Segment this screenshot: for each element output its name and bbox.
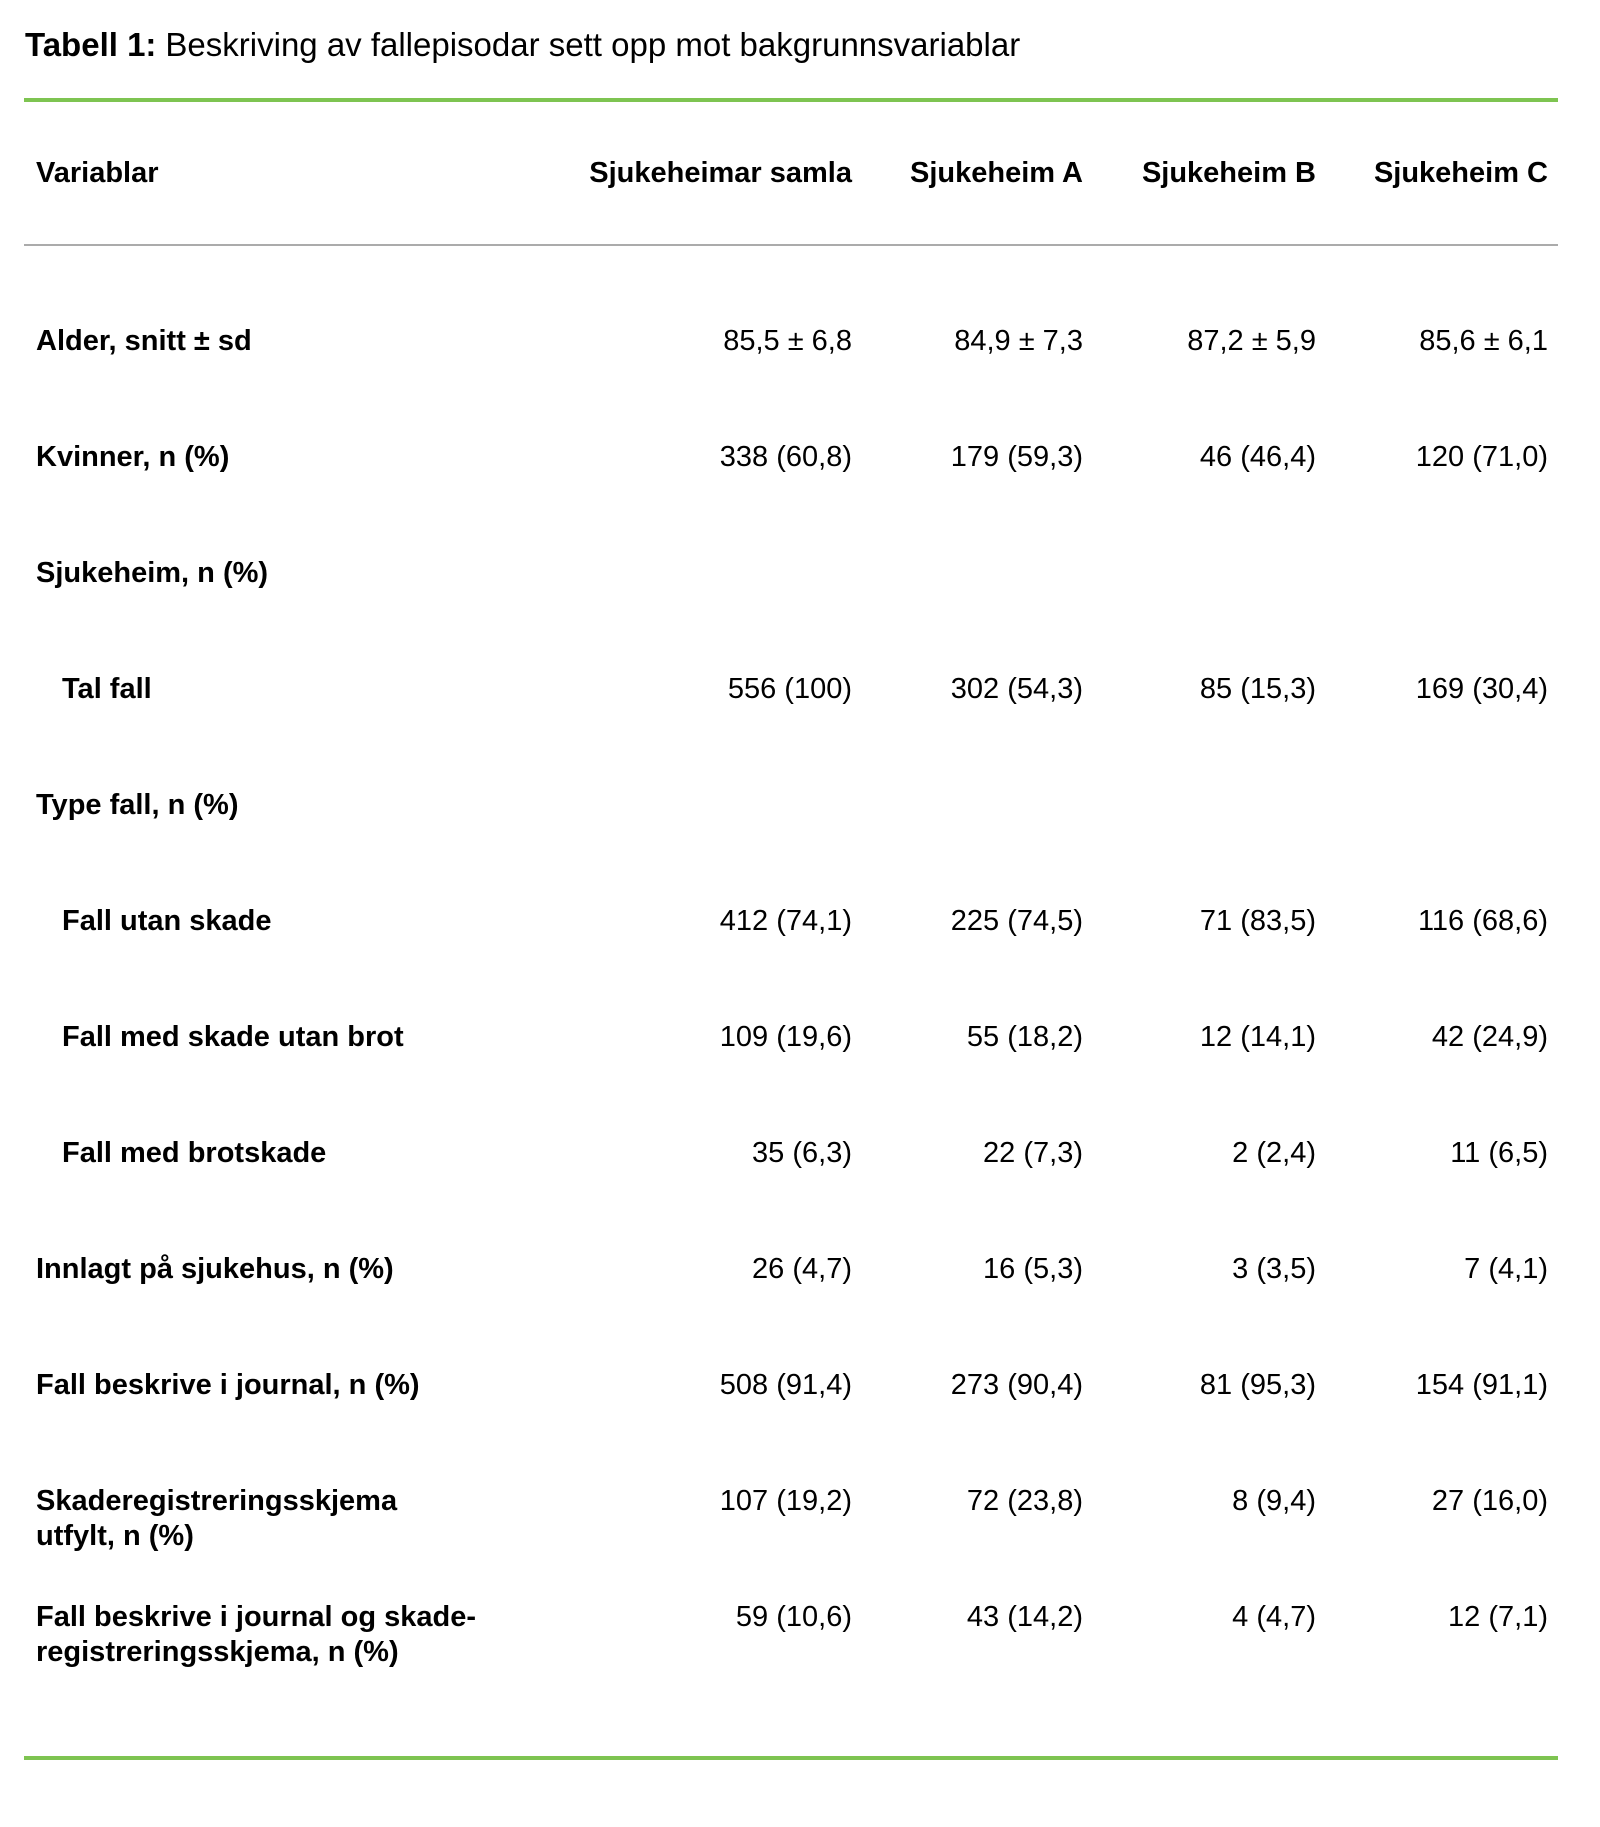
value-cell: 22 (7,3): [983, 1137, 1083, 1169]
value-cell: 556 (100): [727, 673, 852, 705]
column-header-sjukeheimar-samla: Sjukeheimar samla: [589, 156, 852, 189]
value-cell: [1316, 748, 1548, 864]
row-label: Fall beskrive i journal, n (%): [36, 1369, 420, 1401]
table-row: Fall med brotskade 35 (6,3) 22 (7,3) 2 (…: [24, 1096, 1558, 1212]
row-label: Skaderegistreringsskjema utfylt, n (%): [36, 1485, 398, 1552]
row-label: Type fall, n (%): [36, 789, 239, 821]
table-row: Tal fall 556 (100) 302 (54,3) 85 (15,3) …: [24, 632, 1558, 748]
column-header-variablar: Variablar: [36, 156, 159, 189]
value-cell: 11 (6,5): [1450, 1137, 1548, 1169]
row-label: Fall med brotskade: [62, 1137, 327, 1169]
bottom-rule: [24, 1756, 1558, 1760]
row-label: Tal fall: [62, 673, 152, 705]
column-header-sjukeheim-c: Sjukeheim C: [1373, 156, 1548, 189]
value-cell: 27 (16,0): [1431, 1485, 1548, 1517]
value-cell: 85,6 ± 6,1: [1419, 325, 1548, 357]
value-cell: 169 (30,4): [1415, 673, 1548, 705]
value-cell: 225 (74,5): [950, 905, 1083, 937]
value-cell: 26 (4,7): [752, 1253, 852, 1285]
row-label: Innlagt på sjukehus, n (%): [36, 1253, 394, 1285]
value-cell: [1083, 516, 1316, 632]
table-row: Fall med skade utan brot 109 (19,6) 55 (…: [24, 980, 1558, 1096]
value-cell: 46 (46,4): [1199, 441, 1316, 473]
value-cell: 87,2 ± 5,9: [1187, 325, 1316, 357]
table-title: Tabell 1: Beskriving av fallepisodar sett…: [25, 24, 1558, 66]
table-body: Alder, snitt ± sd 85,5 ± 6,8 84,9 ± 7,3 …: [24, 284, 1558, 1676]
value-cell: 273 (90,4): [950, 1369, 1083, 1401]
value-cell: 120 (71,0): [1415, 441, 1548, 473]
column-header-sjukeheim-a: Sjukeheim A: [910, 156, 1083, 189]
value-cell: 7 (4,1): [1464, 1253, 1548, 1285]
table-row: Sjukeheim, n (%): [24, 516, 1558, 632]
table-header-row: Variablar Sjukeheimar samla Sjukeheim A …: [24, 102, 1558, 244]
value-cell: 84,9 ± 7,3: [954, 325, 1083, 357]
value-cell: 16 (5,3): [983, 1253, 1083, 1285]
value-cell: 12 (7,1): [1448, 1601, 1548, 1633]
row-label: Fall utan skade: [62, 905, 272, 937]
column-header-sjukeheim-b: Sjukeheim B: [1141, 156, 1316, 189]
row-label: Alder, snitt ± sd: [36, 325, 252, 357]
table-row: Innlagt på sjukehus, n (%) 26 (4,7) 16 (…: [24, 1212, 1558, 1328]
bottom-spacer: [24, 1676, 1558, 1756]
value-cell: [554, 748, 852, 864]
table-row: Skaderegistreringsskjema utfylt, n (%) 1…: [24, 1444, 1558, 1560]
value-cell: 43 (14,2): [966, 1601, 1083, 1633]
value-cell: 12 (14,1): [1199, 1021, 1316, 1053]
row-label: Fall med skade utan brot: [62, 1021, 404, 1053]
value-cell: [852, 748, 1083, 864]
table-row: Alder, snitt ± sd 85,5 ± 6,8 84,9 ± 7,3 …: [24, 284, 1558, 400]
value-cell: 35 (6,3): [752, 1137, 852, 1169]
value-cell: 338 (60,8): [719, 441, 852, 473]
row-label: Kvinner, n (%): [36, 441, 230, 473]
value-cell: 3 (3,5): [1232, 1253, 1316, 1285]
table-row: Fall utan skade 412 (74,1) 225 (74,5) 71…: [24, 864, 1558, 980]
body-spacer: [24, 246, 1558, 284]
table-title-prefix: Tabell 1:: [25, 26, 157, 63]
value-cell: 59 (10,6): [735, 1601, 852, 1633]
value-cell: 42 (24,9): [1431, 1021, 1548, 1053]
value-cell: 85 (15,3): [1199, 673, 1316, 705]
table-row: Fall beskrive i journal, n (%) 508 (91,4…: [24, 1328, 1558, 1444]
value-cell: 71 (83,5): [1199, 905, 1316, 937]
row-label: Sjukeheim, n (%): [36, 557, 269, 589]
value-cell: [1316, 516, 1548, 632]
value-cell: [554, 516, 852, 632]
value-cell: 2 (2,4): [1232, 1137, 1316, 1169]
header-rule: [24, 244, 1558, 246]
value-cell: 412 (74,1): [719, 905, 852, 937]
value-cell: 8 (9,4): [1232, 1485, 1316, 1517]
top-rule: [24, 98, 1558, 102]
value-cell: 116 (68,6): [1417, 905, 1548, 937]
value-cell: 508 (91,4): [719, 1369, 852, 1401]
table-row: Fall beskrive i journal og skade- regist…: [24, 1560, 1558, 1676]
table-row: Kvinner, n (%) 338 (60,8) 179 (59,3) 46 …: [24, 400, 1558, 516]
value-cell: 154 (91,1): [1415, 1369, 1548, 1401]
value-cell: 302 (54,3): [950, 673, 1083, 705]
value-cell: 81 (95,3): [1199, 1369, 1316, 1401]
value-cell: [1083, 748, 1316, 864]
value-cell: 179 (59,3): [950, 441, 1083, 473]
table-title-text: Beskriving av fallepisodar sett opp mot …: [165, 26, 1021, 63]
table-figure: Tabell 1: Beskriving av fallepisodar sett…: [24, 24, 1558, 1760]
value-cell: 107 (19,2): [719, 1485, 852, 1517]
value-cell: 85,5 ± 6,8: [723, 325, 852, 357]
value-cell: 55 (18,2): [966, 1021, 1083, 1053]
value-cell: 4 (4,7): [1232, 1601, 1316, 1633]
value-cell: 72 (23,8): [966, 1485, 1083, 1517]
value-cell: [852, 516, 1083, 632]
table-row: Type fall, n (%): [24, 748, 1558, 864]
value-cell: 109 (19,6): [719, 1021, 852, 1053]
row-label: Fall beskrive i journal og skade- regist…: [36, 1601, 476, 1668]
